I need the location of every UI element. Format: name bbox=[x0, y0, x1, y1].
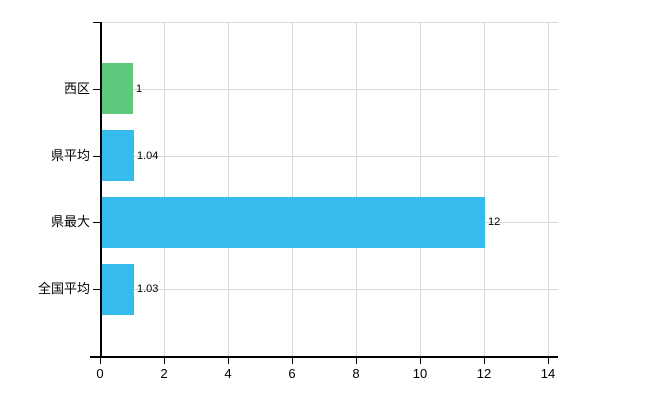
value-label: 1.03 bbox=[137, 283, 159, 295]
gridline-horizontal bbox=[100, 89, 558, 90]
y-axis-top-tick bbox=[93, 22, 100, 23]
category-label: 全国平均 bbox=[37, 281, 90, 296]
value-label: 1 bbox=[136, 83, 143, 95]
x-tick bbox=[292, 358, 293, 364]
category-label: 県平均 bbox=[50, 148, 90, 163]
gridline-top bbox=[100, 22, 558, 23]
gridline-vertical bbox=[420, 22, 421, 356]
bar bbox=[101, 63, 133, 114]
x-tick-label: 10 bbox=[412, 366, 428, 381]
gridline-horizontal bbox=[100, 156, 558, 157]
x-tick bbox=[548, 358, 549, 364]
y-axis bbox=[100, 22, 102, 356]
bar bbox=[101, 197, 485, 248]
x-tick-label: 2 bbox=[160, 366, 168, 381]
x-tick bbox=[420, 358, 421, 364]
y-tick bbox=[93, 89, 100, 90]
bar bbox=[101, 264, 134, 315]
gridline-vertical bbox=[548, 22, 549, 356]
x-tick bbox=[356, 358, 357, 364]
x-tick-label: 12 bbox=[476, 366, 492, 381]
x-tick-label: 8 bbox=[352, 366, 360, 381]
value-label: 12 bbox=[488, 216, 501, 228]
gridline-vertical bbox=[356, 22, 357, 356]
y-tick bbox=[93, 222, 100, 223]
x-tick bbox=[228, 358, 229, 364]
gridline-vertical bbox=[228, 22, 229, 356]
y-tick bbox=[93, 289, 100, 290]
gridline-vertical bbox=[164, 22, 165, 356]
gridline-vertical bbox=[484, 22, 485, 356]
value-label: 1.04 bbox=[137, 150, 159, 162]
y-tick bbox=[93, 156, 100, 157]
x-axis bbox=[90, 356, 558, 358]
x-tick bbox=[484, 358, 485, 364]
gridline-horizontal bbox=[100, 289, 558, 290]
bar bbox=[101, 130, 134, 181]
x-tick bbox=[100, 358, 101, 364]
category-label: 西区 bbox=[63, 81, 90, 96]
x-tick-label: 4 bbox=[224, 366, 232, 381]
x-tick-label: 0 bbox=[96, 366, 104, 381]
gridline-vertical bbox=[292, 22, 293, 356]
x-tick-label: 14 bbox=[540, 366, 556, 381]
x-tick bbox=[164, 358, 165, 364]
x-tick-label: 6 bbox=[288, 366, 296, 381]
category-label: 県最大 bbox=[50, 214, 90, 229]
